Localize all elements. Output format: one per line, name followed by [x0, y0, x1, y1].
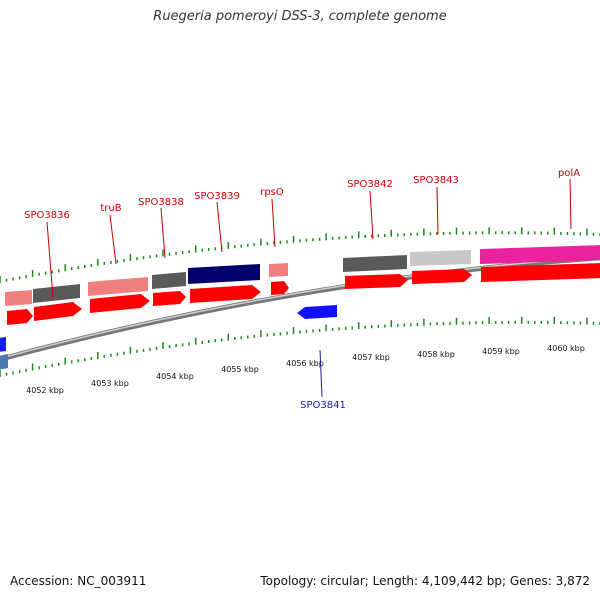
leader-trub	[109, 214, 117, 265]
cds-arrow-9[interactable]	[481, 263, 600, 282]
label-leaders	[46, 178, 572, 398]
cds-arrow-8[interactable]	[412, 269, 472, 284]
leader-spo3836	[46, 221, 54, 299]
gene-label-rpso[interactable]: rpsO	[260, 187, 284, 198]
gene-label-spo3842[interactable]: SPO3842	[347, 179, 393, 190]
cds-arrow-4[interactable]	[153, 291, 186, 306]
feature-track-category	[0, 245, 600, 370]
leader-spo3838	[160, 207, 166, 259]
axis-label-4054: 4054 kbp	[156, 372, 194, 381]
genome-backbone	[0, 255, 600, 362]
cds-arrow-1[interactable]	[7, 309, 33, 325]
feature-pola-magenta[interactable]	[480, 245, 600, 264]
feature-track-cds	[7, 263, 600, 325]
leader-rpso	[271, 198, 276, 248]
feature-trub-pink[interactable]	[88, 277, 148, 296]
cds-arrow-7[interactable]	[345, 274, 408, 289]
axis-label-4057: 4057 kbp	[352, 353, 390, 362]
accession-text: Accession: NC_003911	[10, 574, 147, 588]
gene-label-spo3838[interactable]: SPO3838	[138, 197, 184, 208]
axis-label-4058: 4058 kbp	[417, 350, 455, 359]
cds-arrow-2[interactable]	[34, 302, 82, 321]
feature-spo3836-pink[interactable]	[5, 290, 32, 306]
outer-tick-ring	[0, 227, 600, 283]
axis-label-4056: 4056 kbp	[286, 359, 324, 368]
axis-label-4053: 4053 kbp	[91, 379, 129, 388]
feature-spo3839-navy[interactable]	[188, 264, 260, 284]
axis-labels: 4052 kbp 4053 kbp 4054 kbp 4055 kbp 4056…	[26, 344, 585, 395]
feature-spo3836-gray[interactable]	[33, 284, 80, 303]
gene-label-spo3841[interactable]: SPO3841	[300, 400, 346, 411]
axis-label-4052: 4052 kbp	[26, 386, 64, 395]
gene-label-trub[interactable]: truB	[100, 203, 121, 214]
axis-label-4060: 4060 kbp	[547, 344, 585, 353]
leader-spo3841	[319, 349, 323, 398]
gene-labels: SPO3836 truB SPO3838 SPO3839 rpsO SPO384…	[24, 168, 580, 411]
gene-label-spo3836[interactable]: SPO3836	[24, 210, 70, 221]
cds-arrow-5[interactable]	[190, 285, 261, 303]
cds-arrow-6[interactable]	[271, 281, 289, 295]
feature-spo3842-gray[interactable]	[343, 255, 407, 272]
feature-left-blue[interactable]	[0, 337, 6, 352]
feature-left-steelblue[interactable]	[0, 354, 8, 370]
feature-rpso-pink[interactable]	[269, 263, 288, 277]
feature-spo3838-gray[interactable]	[152, 272, 186, 289]
gene-label-spo3843[interactable]: SPO3843	[413, 175, 459, 186]
cds-arrow-spo3841[interactable]	[297, 305, 337, 319]
inner-tick-ring	[0, 316, 600, 377]
leader-spo3842	[369, 190, 374, 240]
feature-spo3843-lightgray[interactable]	[410, 250, 471, 266]
gene-label-spo3839[interactable]: SPO3839	[194, 191, 240, 202]
gene-label-pola[interactable]: polA	[558, 168, 580, 179]
leader-spo3839	[216, 201, 223, 253]
map-title: Ruegeria pomeroyi DSS-3, complete genome	[153, 9, 447, 24]
leader-spo3843	[436, 186, 439, 235]
leader-pola	[569, 178, 572, 230]
summary-text: Topology: circular; Length: 4,109,442 bp…	[260, 574, 590, 588]
axis-label-4059: 4059 kbp	[482, 347, 520, 356]
genome-backbone-highlight	[0, 255, 600, 360]
cds-arrow-3[interactable]	[90, 294, 150, 313]
axis-label-4055: 4055 kbp	[221, 365, 259, 374]
